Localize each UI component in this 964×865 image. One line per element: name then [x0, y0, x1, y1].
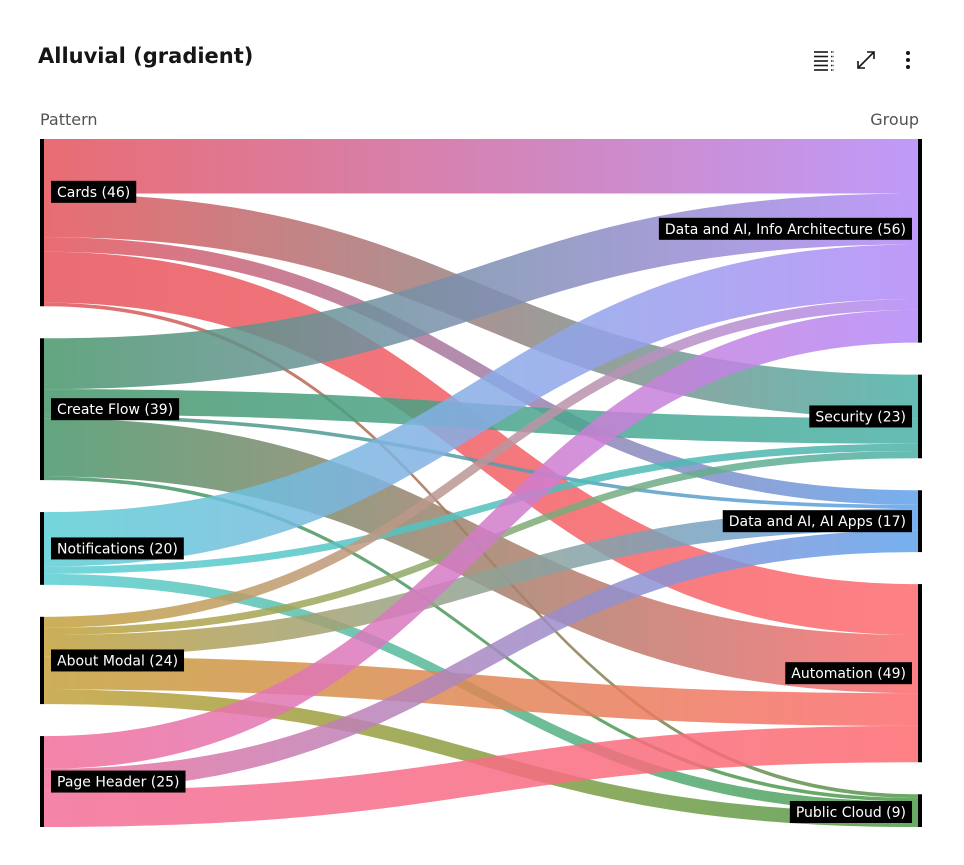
link-notifications-security[interactable]	[44, 443, 918, 574]
link-pageheader-automation[interactable]	[44, 725, 918, 827]
link-notifications-dai_ia[interactable]	[44, 244, 918, 567]
node-label-text: Data and AI, AI Apps (17)	[729, 514, 906, 530]
node-label-createflow: Create Flow (39)	[51, 398, 180, 421]
maximize-icon	[857, 51, 875, 69]
node-label-publiccloud: Public Cloud (9)	[789, 801, 912, 823]
overflow-menu-icon	[906, 51, 910, 69]
node-bar-publiccloud[interactable]	[918, 794, 922, 827]
node-label-notifications: Notifications (20)	[51, 537, 184, 560]
list-view-button[interactable]	[808, 44, 840, 76]
link-pageheader-dai_apps[interactable]	[44, 530, 918, 791]
node-label-text: Notifications (20)	[57, 541, 178, 557]
left-axis-title: Pattern	[40, 110, 98, 129]
link-cards-dai_ia[interactable]	[44, 139, 918, 194]
node-label-text: Cards (46)	[57, 185, 130, 201]
link-aboutmodal-automation[interactable]	[44, 656, 918, 726]
node-label-security: Security (23)	[809, 405, 912, 428]
node-label-text: Public Cloud (9)	[796, 805, 906, 821]
link-cards-dai_apps[interactable]	[44, 237, 918, 505]
link-aboutmodal-dai_apps[interactable]	[44, 508, 918, 657]
chart-title: Alluvial (gradient)	[38, 44, 254, 68]
node-label-text: Security (23)	[815, 409, 906, 425]
node-label-text: Page Header (25)	[57, 775, 180, 791]
node-label-text: Create Flow (39)	[57, 402, 173, 418]
link-createflow-dai_ia[interactable]	[44, 193, 918, 390]
node-bar-aboutmodal[interactable]	[40, 616, 44, 705]
links-layer	[44, 139, 918, 827]
node-bar-dai_apps[interactable]	[918, 490, 922, 553]
node-label-dai_apps: Data and AI, AI Apps (17)	[722, 510, 912, 533]
link-pageheader-dai_ia[interactable]	[44, 309, 918, 769]
nodes-layer	[40, 139, 922, 827]
list-view-icon	[814, 51, 834, 71]
node-label-text: Automation (49)	[791, 666, 906, 682]
node-label-aboutmodal: About Modal (24)	[51, 649, 185, 672]
node-bar-cards[interactable]	[40, 139, 44, 307]
link-aboutmodal-dai_ia[interactable]	[44, 299, 918, 628]
maximize-button[interactable]	[850, 44, 882, 76]
node-bar-createflow[interactable]	[40, 338, 44, 481]
overflow-menu-button[interactable]	[892, 44, 924, 76]
node-bar-automation[interactable]	[918, 584, 922, 763]
node-bar-pageheader[interactable]	[40, 736, 44, 827]
right-axis-title: Group	[870, 110, 919, 129]
link-cards-automation[interactable]	[44, 251, 918, 635]
node-label-cards: Cards (46)	[51, 180, 137, 203]
node-bar-notifications[interactable]	[40, 512, 44, 585]
node-label-text: About Modal (24)	[57, 653, 178, 669]
labels-layer: Cards (46) Create Flow (39) Notifications …	[51, 180, 912, 823]
node-label-automation: Automation (49)	[785, 662, 912, 685]
chart-toolbar	[808, 44, 924, 76]
node-label-dai_ia: Data and AI, Info Architecture (56)	[658, 217, 912, 240]
node-bar-dai_ia[interactable]	[918, 139, 922, 343]
node-label-pageheader: Page Header (25)	[51, 770, 186, 793]
link-aboutmodal-publiccloud[interactable]	[44, 689, 918, 827]
link-createflow-publiccloud[interactable]	[44, 476, 918, 802]
node-bar-security[interactable]	[918, 374, 922, 459]
node-label-text: Data and AI, Info Architecture (56)	[665, 222, 906, 238]
